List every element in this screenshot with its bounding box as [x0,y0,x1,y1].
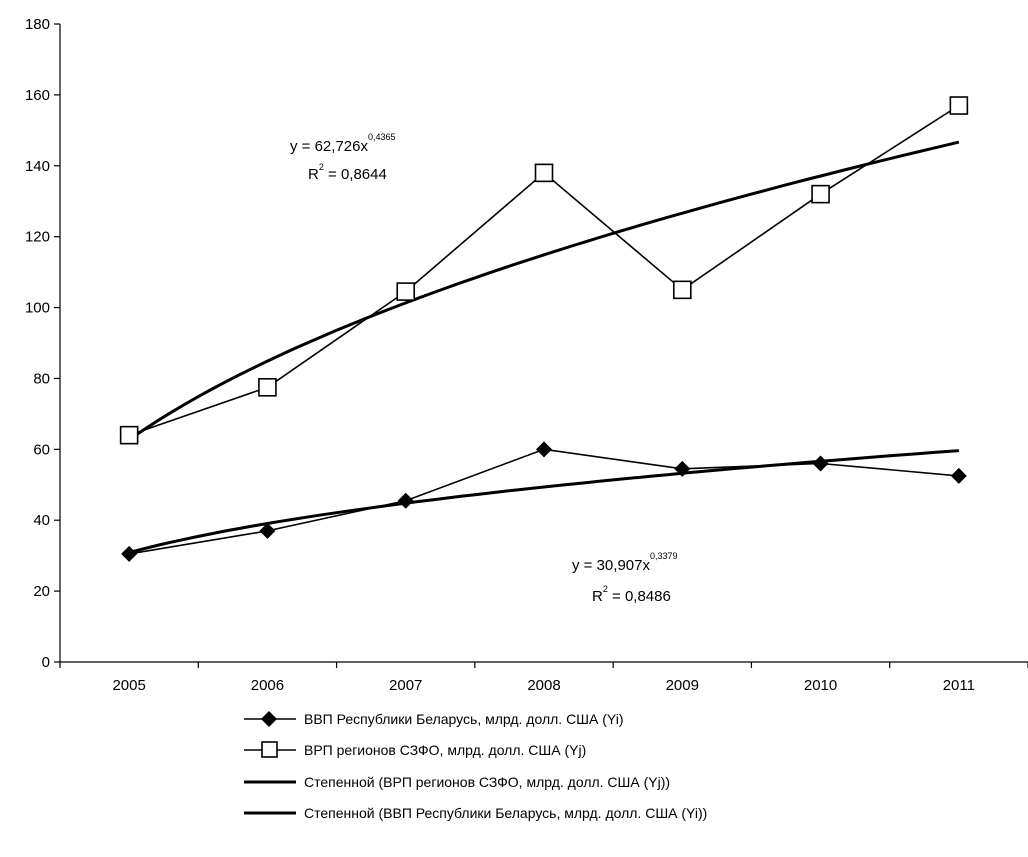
upper-equation: y = 62,726x0,4365 [290,132,396,155]
y-tick-label: 180 [25,16,50,33]
point-square [259,379,276,396]
y-tick-label: 0 [42,654,50,671]
legend-label-belarus-gdp: ВВП Республики Беларусь, млрд. долл. США… [304,711,624,727]
axes: 0 20 40 60 80 100 120 140 160 180 2005 2006 2007 2008… [25,16,1028,694]
upper-r-squared: R2 = 0,8644 [308,162,387,183]
markers [121,97,968,562]
x-tick-label: 2007 [389,677,422,694]
point-diamond [813,456,829,472]
series-line-1 [129,106,959,436]
x-tick-label: 2005 [112,677,145,694]
y-tick-label: 20 [33,583,50,600]
trendlines [129,142,959,552]
legend-item-belarus-trend[interactable]: Степенной (ВВП Республики Беларусь, млрд… [244,805,707,821]
trendline-0 [129,142,959,440]
y-tick-label: 80 [33,370,50,387]
y-tick-label: 140 [25,158,50,175]
x-tick-label: 2011 [943,677,975,694]
point-square [121,427,138,444]
y-tick-label: 160 [25,87,50,104]
lower-r-squared: R2 = 0,8486 [592,584,671,605]
point-diamond [398,493,414,509]
point-square [812,186,829,203]
point-diamond [536,441,552,457]
legend-item-szfo-grp[interactable]: ВРП регионов СЗФО, млрд. долл. США (Yj) [244,742,586,758]
legend-label-szfo-grp: ВРП регионов СЗФО, млрд. долл. США (Yj) [304,742,586,758]
series-line-0 [129,449,959,554]
legend: ВВП Республики Беларусь, млрд. долл. США… [244,711,707,821]
legend-label-belarus-trend: Степенной (ВВП Республики Беларусь, млрд… [304,805,707,821]
trendline-1 [129,451,959,553]
lower-equation: y = 30,907x0,3379 [572,551,678,574]
point-diamond [121,546,137,562]
y-tick-label: 120 [25,229,50,246]
y-tick-label: 60 [33,441,50,458]
x-tick-label: 2006 [251,677,284,694]
legend-label-szfo-trend: Степенной (ВРП регионов СЗФО, млрд. долл… [304,774,670,790]
x-tick-label: 2008 [527,677,560,694]
point-square [536,164,553,181]
y-tick-label: 40 [33,512,50,529]
point-diamond [951,468,967,484]
point-square [674,281,691,298]
x-tick-label: 2010 [804,677,837,694]
point-square [397,283,414,300]
legend-item-szfo-trend[interactable]: Степенной (ВРП регионов СЗФО, млрд. долл… [244,774,670,790]
x-tick-label: 2009 [666,677,699,694]
point-square [950,97,967,114]
y-tick-label: 100 [25,300,50,317]
legend-item-belarus-gdp[interactable]: ВВП Республики Беларусь, млрд. долл. США… [244,711,624,727]
